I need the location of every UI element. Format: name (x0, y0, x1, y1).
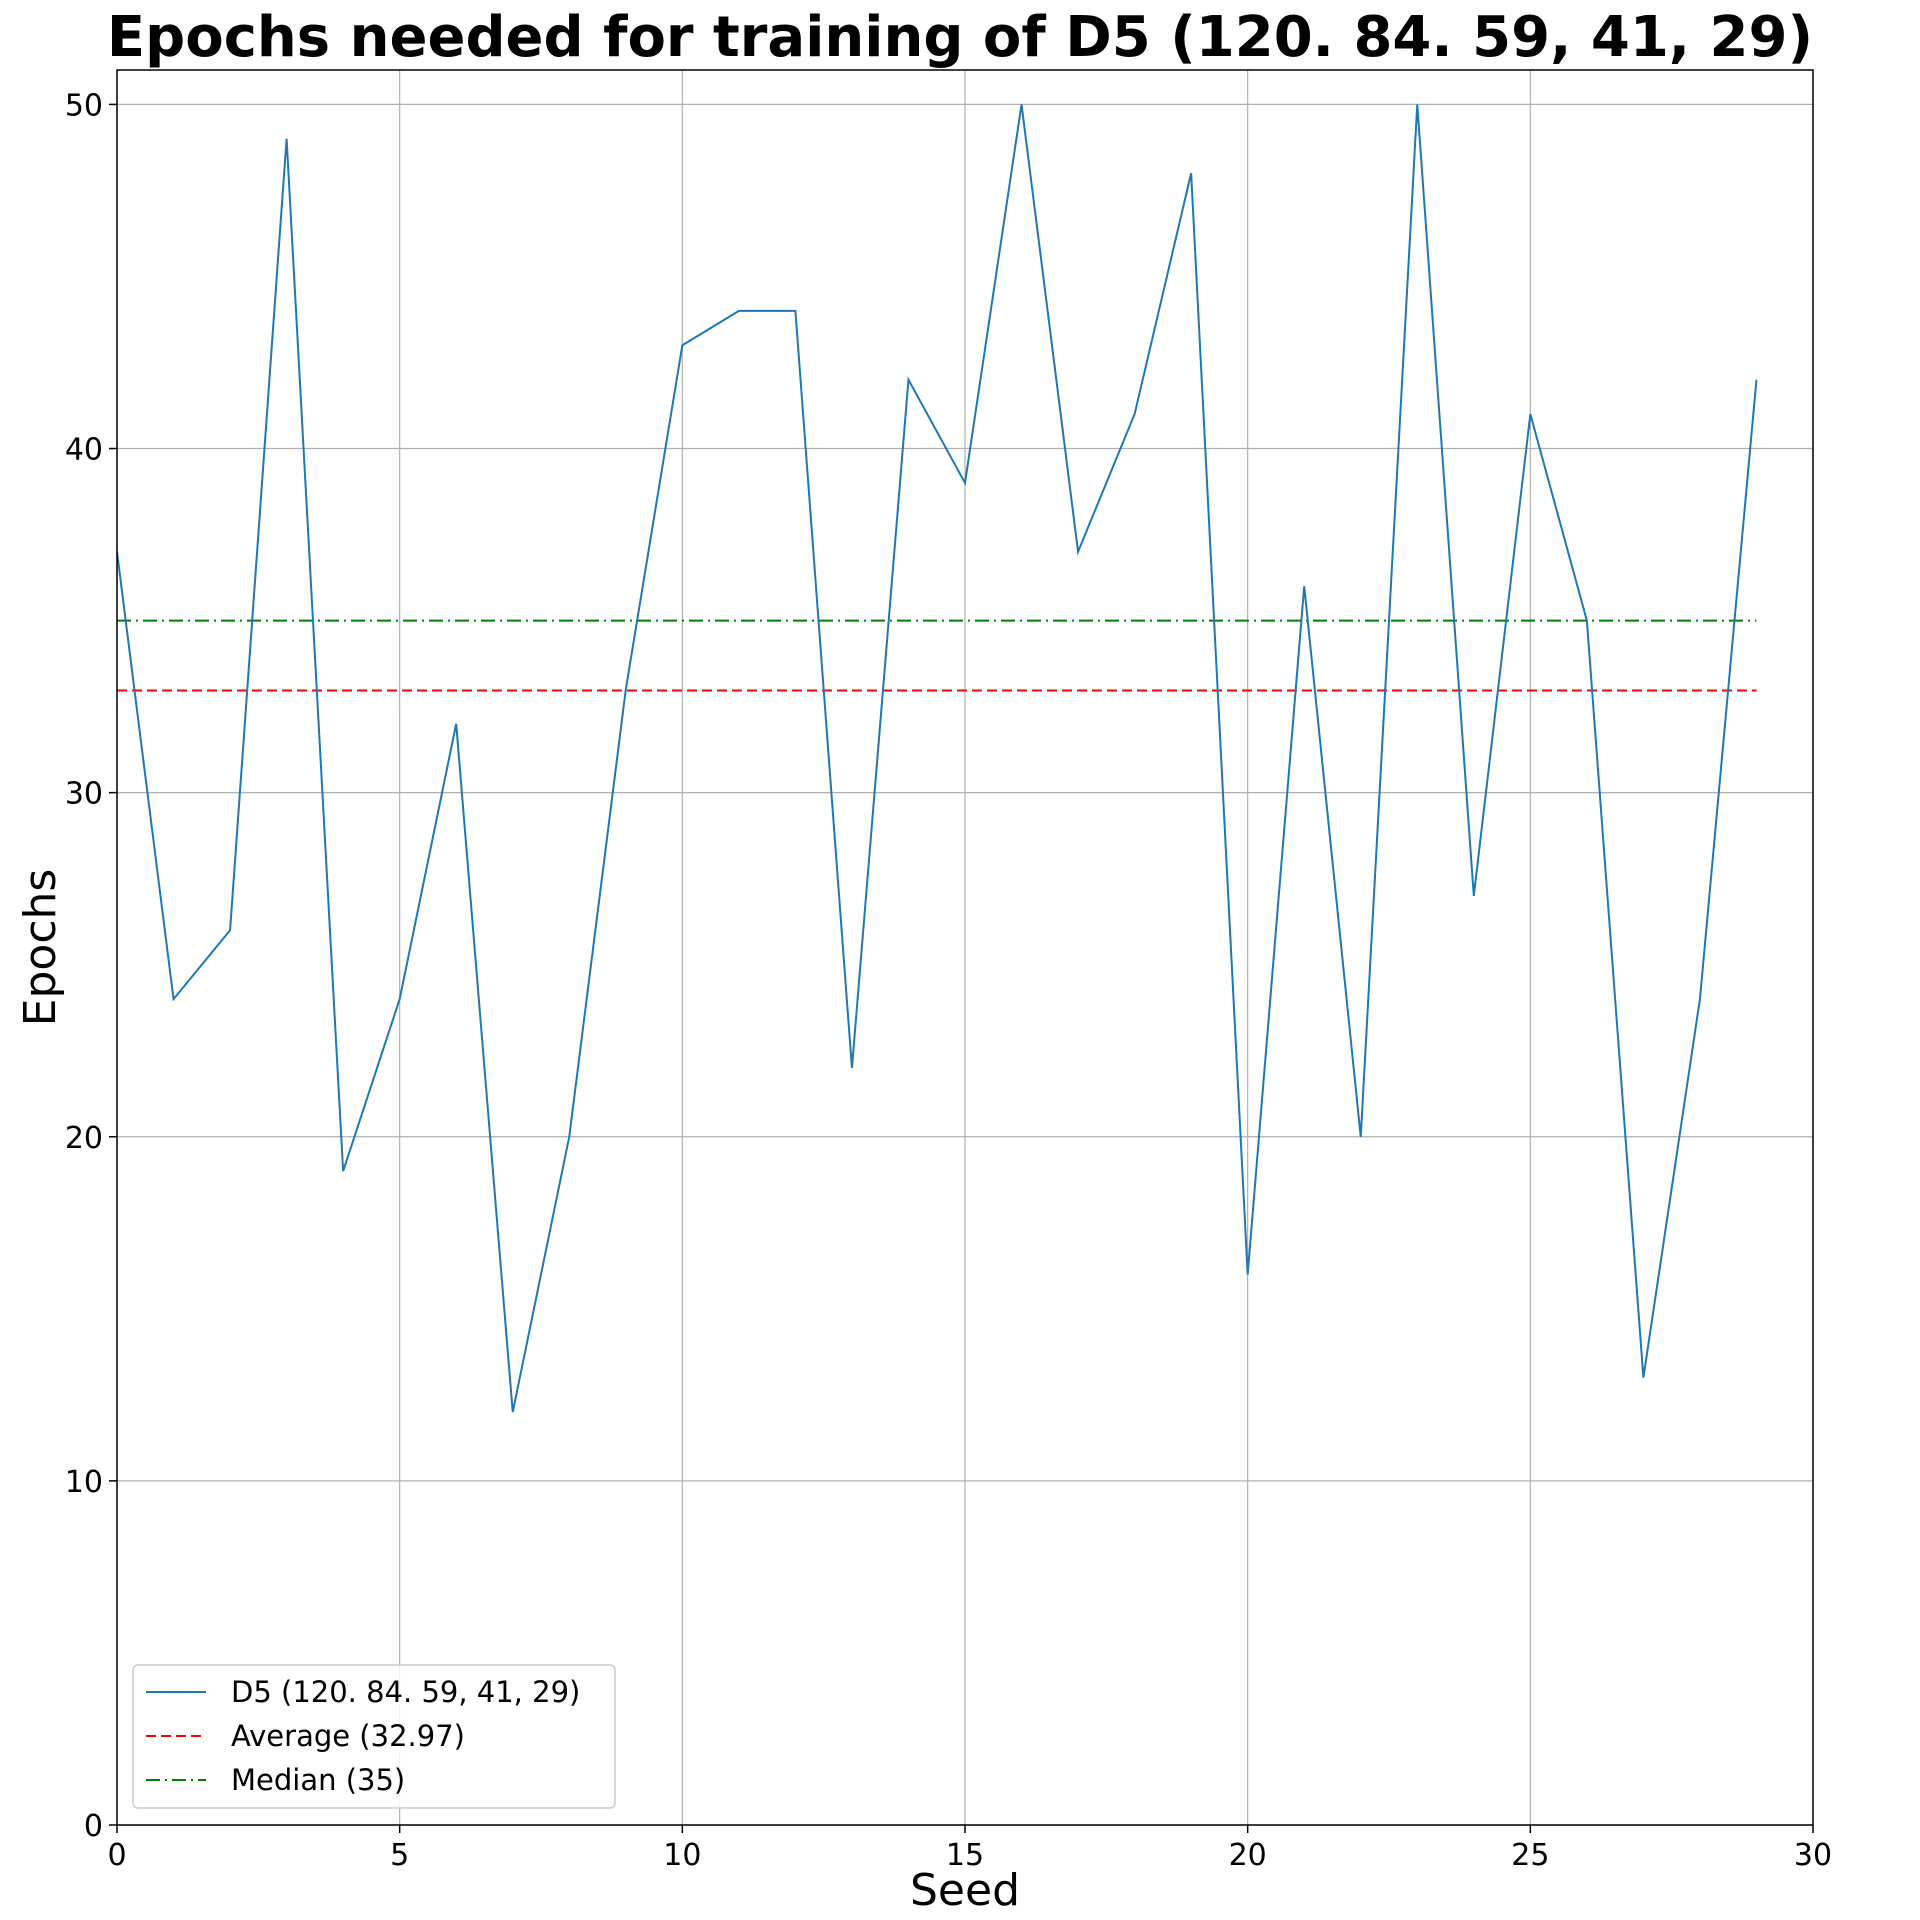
legend: D5 (120. 84. 59, 41, 29) Average (32.97) M… (132, 1664, 616, 1809)
x-tick-label: 5 (390, 1838, 409, 1873)
x-axis-ticks: 0 5 10 15 20 25 30 (107, 1825, 1832, 1873)
legend-entry-label: D5 (120. 84. 59, 41, 29) (231, 1675, 580, 1709)
legend-box (132, 1664, 616, 1809)
y-tick-label: 0 (84, 1809, 103, 1844)
grid (116, 70, 1814, 1826)
x-tick-label: 10 (663, 1838, 701, 1873)
y-tick-label: 10 (65, 1465, 103, 1500)
legend-entry-label: Median (35) (231, 1763, 405, 1797)
y-tick-label: 30 (65, 777, 103, 812)
series-lines (116, 104, 1758, 1413)
x-axis-label: Seed (910, 1865, 1020, 1916)
y-tick-label: 50 (65, 88, 103, 123)
chart-title: Epochs needed for training of D5 (120. 8… (107, 5, 1813, 70)
y-tick-label: 40 (65, 433, 103, 468)
x-tick-label: 20 (1229, 1838, 1267, 1873)
reference-lines (117, 619, 1757, 692)
x-tick-label: 25 (1511, 1838, 1549, 1873)
legend-entry-label: Average (32.97) (231, 1719, 465, 1753)
y-axis-label: Epochs (15, 869, 66, 1027)
y-axis-ticks: 0 10 20 30 40 50 (65, 88, 117, 1844)
x-tick-label: 30 (1794, 1838, 1832, 1873)
series-line-d5 (116, 104, 1758, 1413)
x-tick-label: 15 (946, 1838, 984, 1873)
x-tick-label: 0 (107, 1838, 126, 1873)
y-tick-label: 20 (65, 1121, 103, 1156)
